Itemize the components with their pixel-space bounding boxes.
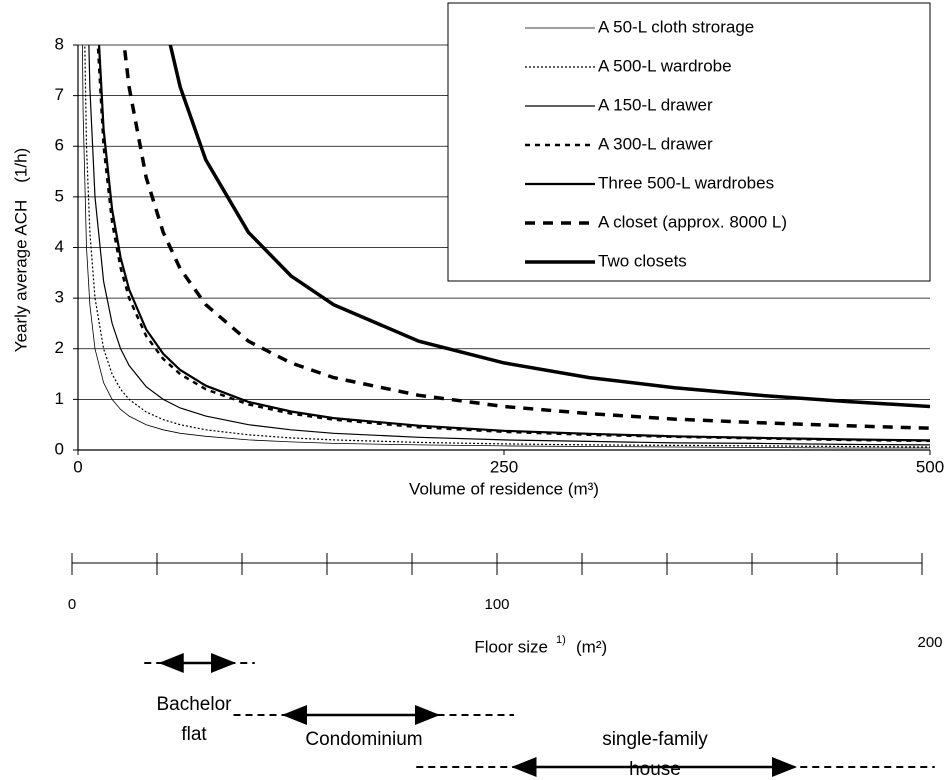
legend-label: A 50-L cloth strorage: [598, 17, 754, 36]
y-tick-label: 5: [55, 186, 64, 205]
series-line: [88, 45, 930, 446]
y-tick-label: 4: [55, 237, 64, 256]
legend-label: A 300-L drawer: [598, 134, 713, 153]
floor-tick-label: 200: [917, 634, 942, 651]
floor-tick-label: 0: [68, 596, 76, 613]
legend-label: A 150-L drawer: [598, 95, 713, 114]
series-line: [122, 45, 930, 430]
x-tick-label: 250: [490, 457, 518, 476]
x-axis-label: Volume of residence (m³): [409, 479, 599, 498]
series-line: [84, 45, 930, 448]
range-label: Bachelor: [157, 694, 233, 715]
y-tick-label: 7: [55, 85, 64, 104]
y-tick-label: 6: [55, 136, 64, 155]
floor-axis-unit: (m²): [576, 637, 607, 656]
range-label: Condominium: [305, 729, 422, 750]
range-label: house: [629, 759, 681, 780]
x-tick-label: 0: [73, 457, 82, 476]
plot-area: [82, 45, 930, 449]
legend-label: Two closets: [598, 251, 687, 270]
range-label: single-family: [602, 729, 708, 750]
series-line: [97, 45, 930, 442]
legend-box: [447, 2, 931, 282]
floor-tick-label: 100: [484, 596, 509, 613]
legend-label: A 500-L wardrobe: [598, 56, 732, 75]
range-label: flat: [181, 724, 207, 745]
series-line: [168, 45, 930, 409]
legend-label: A closet (approx. 8000 L): [598, 212, 787, 231]
floor-axis-label: Floor size: [474, 637, 548, 656]
y-tick-label: 2: [55, 338, 64, 357]
y-tick-label: 3: [55, 288, 64, 307]
x-tick-label: 500: [916, 457, 944, 476]
floor-axis-note: 1): [556, 634, 566, 646]
series-line: [82, 45, 930, 449]
y-tick-label: 1: [55, 389, 64, 408]
legend-label: Three 500-L wardrobes: [598, 173, 774, 192]
y-axis-label: Yearly average ACH (1/h): [11, 148, 30, 352]
y-tick-label: 8: [55, 34, 64, 53]
series-line: [96, 45, 930, 443]
y-tick-label: 0: [55, 439, 64, 458]
